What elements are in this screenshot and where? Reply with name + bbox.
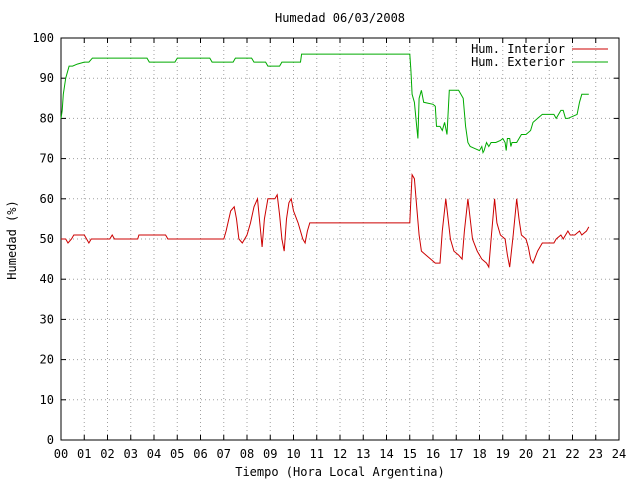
y-tick-label: 60 — [40, 192, 54, 206]
x-tick-label: 04 — [147, 447, 161, 461]
x-tick-label: 18 — [472, 447, 486, 461]
x-tick-label: 23 — [589, 447, 603, 461]
x-tick-label: 06 — [193, 447, 207, 461]
x-tick-label: 10 — [286, 447, 300, 461]
series-line-interior — [61, 172, 590, 269]
x-tick-label: 24 — [612, 447, 626, 461]
y-tick-label: 70 — [40, 152, 54, 166]
y-tick-label: 90 — [40, 71, 54, 85]
legend-label: Hum. Exterior — [471, 55, 565, 69]
x-tick-label: 13 — [356, 447, 370, 461]
x-tick-label: 19 — [496, 447, 510, 461]
y-tick-label: 40 — [40, 272, 54, 286]
y-tick-label: 100 — [32, 31, 54, 45]
x-tick-label: 17 — [449, 447, 463, 461]
x-tick-label: 22 — [565, 447, 579, 461]
y-tick-label: 20 — [40, 353, 54, 367]
x-tick-label: 14 — [379, 447, 393, 461]
y-tick-label: 50 — [40, 232, 54, 246]
y-tick-label: 80 — [40, 111, 54, 125]
x-tick-label: 05 — [170, 447, 184, 461]
x-tick-label: 09 — [263, 447, 277, 461]
x-tick-label: 12 — [333, 447, 347, 461]
x-tick-label: 03 — [124, 447, 138, 461]
chart-title: Humedad 06/03/2008 — [275, 11, 405, 25]
x-tick-label: 16 — [426, 447, 440, 461]
x-tick-label: 20 — [519, 447, 533, 461]
x-tick-label: 21 — [542, 447, 556, 461]
x-tick-label: 00 — [54, 447, 68, 461]
y-tick-label: 0 — [47, 433, 54, 447]
y-axis-label: Humedad (%) — [5, 200, 19, 279]
x-tick-label: 15 — [403, 447, 417, 461]
series-group — [60, 53, 590, 269]
x-tick-label: 07 — [217, 447, 231, 461]
series-line-exterior — [60, 53, 589, 155]
legend-label: Hum. Interior — [471, 42, 565, 56]
x-tick-label: 08 — [240, 447, 254, 461]
y-tick-label: 10 — [40, 393, 54, 407]
y-tick-label: 30 — [40, 312, 54, 326]
x-tick-label: 11 — [310, 447, 324, 461]
x-axis-label: Tiempo (Hora Local Argentina) — [235, 465, 445, 479]
x-tick-label: 01 — [77, 447, 91, 461]
x-tick-label: 02 — [100, 447, 114, 461]
axes: 0 10 20 30 40 50 60 70 80 90 100 00 01 02 03 04 05 06 07 08… — [32, 31, 626, 461]
